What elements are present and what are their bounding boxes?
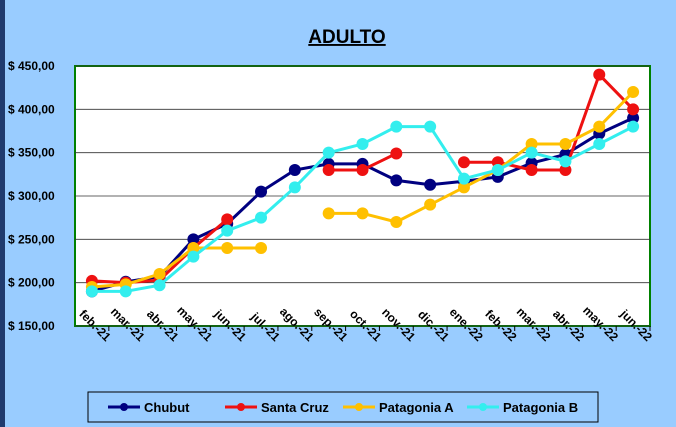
y-tick-label: $ 250,00 — [8, 232, 55, 246]
point — [525, 164, 538, 176]
series-group — [85, 68, 640, 298]
point — [424, 120, 437, 133]
y-tick-label: $ 300,00 — [8, 189, 55, 203]
point — [627, 120, 640, 133]
point — [187, 242, 200, 254]
point — [356, 207, 369, 220]
y-tick-label: $ 350,00 — [8, 146, 55, 160]
point — [356, 164, 369, 176]
legend-label: Patagonia A — [379, 400, 454, 415]
point — [390, 216, 403, 228]
point — [153, 279, 166, 292]
legend-label: Chubut — [144, 400, 190, 415]
point — [390, 147, 403, 160]
point — [187, 233, 200, 246]
point — [356, 138, 369, 150]
point — [255, 185, 268, 198]
y-tick-label: $ 450,00 — [8, 59, 55, 73]
point — [221, 213, 234, 226]
point — [559, 155, 572, 168]
legend-marker — [237, 403, 245, 411]
y-tick-label: $ 150,00 — [8, 319, 55, 333]
point — [288, 164, 301, 176]
point — [119, 285, 132, 298]
point — [593, 138, 606, 150]
point — [457, 181, 470, 194]
y-tick-label: $ 400,00 — [8, 102, 55, 116]
point — [288, 181, 301, 194]
grid — [75, 65, 651, 331]
legend-label: Patagonia B — [503, 400, 578, 415]
point — [322, 207, 335, 220]
point — [525, 146, 538, 159]
point — [187, 250, 200, 263]
point — [153, 268, 166, 280]
chart-title: ADULTO — [308, 27, 385, 48]
point — [627, 112, 640, 124]
point — [390, 120, 403, 133]
point — [491, 164, 504, 176]
point — [627, 103, 640, 116]
point — [593, 120, 606, 133]
point — [424, 178, 437, 191]
point — [322, 146, 335, 159]
point — [627, 86, 640, 98]
point — [322, 164, 335, 176]
point — [593, 68, 606, 81]
y-tick-label: $ 200,00 — [8, 276, 55, 290]
point — [255, 242, 268, 254]
point — [221, 224, 234, 237]
point — [85, 285, 98, 298]
point — [525, 138, 538, 150]
left-strip — [0, 0, 5, 427]
point — [255, 211, 268, 224]
point — [559, 138, 572, 150]
legend-label: Santa Cruz — [261, 400, 329, 415]
legend-marker — [479, 403, 487, 411]
point — [559, 164, 572, 176]
point — [457, 172, 470, 185]
legend-marker — [120, 403, 128, 411]
point — [424, 198, 437, 211]
point — [457, 156, 470, 169]
point — [221, 242, 234, 254]
legend-marker — [355, 403, 363, 411]
point — [390, 174, 403, 187]
